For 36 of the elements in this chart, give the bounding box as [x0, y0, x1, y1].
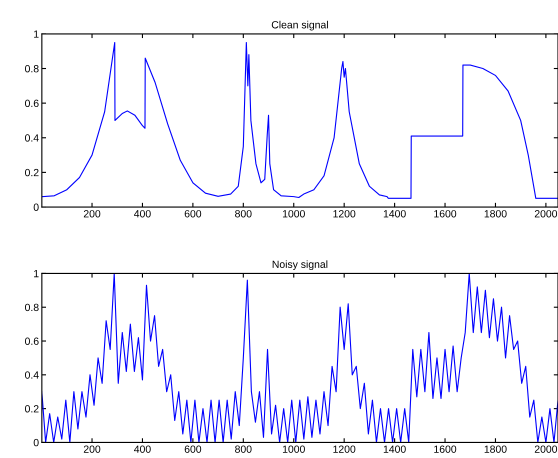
- y-tick-label: 0.8: [25, 304, 39, 312]
- y-tick-label: 0: [34, 438, 39, 446]
- y-tick-label: 0.2: [25, 405, 39, 413]
- x-tick-label: 2000: [534, 210, 558, 218]
- x-tick-label: 1400: [384, 445, 406, 453]
- x-tick-label: 1400: [384, 210, 406, 218]
- y-tick-label: 1: [34, 30, 39, 38]
- y-tick-label: 0.4: [25, 134, 39, 142]
- x-tick-label: 400: [134, 445, 151, 453]
- y-tick-label: 0.8: [25, 65, 39, 72]
- x-tick-label: 800: [235, 210, 252, 218]
- x-tick-label: 800: [235, 445, 252, 453]
- y-tick-label: 0.6: [25, 338, 39, 345]
- x-tick-label: 200: [84, 445, 100, 453]
- x-tick-label: 600: [184, 445, 202, 453]
- y-tick-label: 0.4: [25, 371, 39, 379]
- chart-title: Noisy signal: [272, 260, 328, 270]
- x-tick-label: 1000: [282, 445, 305, 453]
- y-tick-label: 0.2: [25, 168, 39, 176]
- line-series: [42, 273, 558, 442]
- x-tick-label: 2000: [534, 445, 558, 453]
- y-tick-label: 0.6: [25, 100, 39, 108]
- line-series: [42, 42, 558, 199]
- x-tick-label: 200: [84, 210, 100, 218]
- x-tick-label: 1800: [484, 445, 507, 453]
- x-tick-label: 600: [184, 210, 202, 218]
- x-tick-label: 1200: [333, 210, 356, 218]
- y-tick-label: 1: [34, 270, 39, 278]
- x-tick-label: 400: [134, 210, 151, 218]
- x-tick-label: 1800: [484, 210, 507, 218]
- chart-title: Clean signal: [272, 20, 328, 30]
- y-tick-label: 0: [34, 204, 39, 211]
- x-tick-label: 1200: [333, 445, 356, 453]
- x-tick-label: 1600: [434, 210, 456, 218]
- x-tick-label: 1600: [434, 445, 456, 453]
- x-tick-label: 1000: [282, 210, 305, 218]
